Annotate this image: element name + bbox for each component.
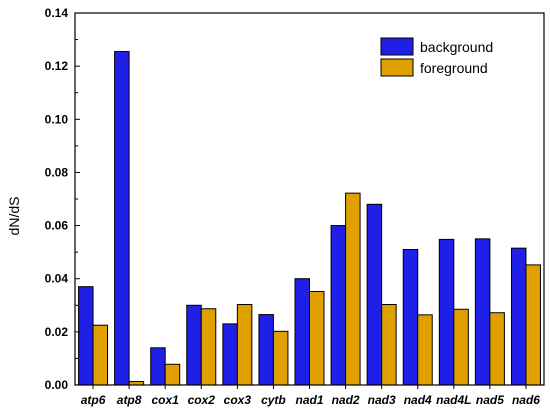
legend-label-foreground: foreground: [420, 60, 488, 76]
bar-background-nad3: [366, 203, 383, 386]
y-tick-label-0.02: 0.02: [45, 325, 69, 339]
y-tick-label-0.00: 0.00: [45, 378, 69, 392]
y-tick-label-0.14: 0.14: [45, 6, 69, 20]
x-tick-label-nad5: nad5: [476, 393, 504, 407]
bar-foreground-nad5: [489, 312, 505, 386]
bar-background-nad6: [510, 247, 527, 386]
bar-background-nad2: [330, 225, 347, 386]
bar-foreground-nad4L: [453, 308, 469, 386]
x-tick-label-nad4: nad4: [404, 393, 432, 407]
bars-group: [78, 51, 541, 386]
x-tick-label-atp8: atp8: [117, 393, 142, 407]
y-tick-label-0.12: 0.12: [45, 59, 69, 73]
axes-group: atp6 atp8 cox1 cox2 cox3 cytb nad1 nad2 nad3 nad4…: [45, 6, 545, 407]
bar-background-nad5: [474, 238, 491, 386]
x-tick-label-nad2: nad2: [332, 393, 360, 407]
bar-background-atp8: [114, 51, 130, 386]
x-tick-label-cox2: cox2: [188, 393, 216, 407]
legend-label-background: background: [420, 39, 493, 55]
bar-background-cox2: [186, 304, 202, 386]
bar-foreground-cytb: [272, 330, 289, 386]
x-tick-label-nad1: nad1: [295, 393, 323, 407]
bar-foreground-nad2: [345, 192, 361, 386]
y-tick-label-0.06: 0.06: [45, 219, 69, 233]
bar-foreground-nad1: [309, 290, 325, 386]
x-tick-label-cytb: cytb: [261, 393, 286, 407]
bar-background-nad4L: [438, 238, 455, 386]
x-tick-label-nad4L: nad4L: [436, 393, 471, 407]
y-tick-label-0.10: 0.10: [45, 112, 69, 126]
y-tick-label-0.08: 0.08: [45, 165, 69, 179]
x-tick-label-cox3: cox3: [224, 393, 252, 407]
bar-foreground-cox2: [200, 308, 217, 386]
bar-background-nad4: [402, 248, 419, 386]
bar-foreground-nad3: [381, 303, 397, 386]
y-tick-label-0.04: 0.04: [45, 272, 69, 286]
bar-background-nad1: [294, 278, 310, 386]
bar-background-cox3: [222, 323, 238, 386]
legend-swatch-foreground: [380, 58, 414, 77]
bar-foreground-atp6: [92, 324, 109, 386]
bar-background-atp6: [78, 286, 94, 386]
y-axis-title: dN/dS: [6, 197, 22, 236]
x-tick-label-atp6: atp6: [81, 393, 106, 407]
x-tick-label-cox1: cox1: [152, 393, 180, 407]
bar-background-cytb: [258, 314, 274, 386]
bar-foreground-nad6: [525, 264, 541, 386]
bar-foreground-cox1: [164, 363, 181, 386]
x-tick-label-nad3: nad3: [368, 393, 396, 407]
legend: background foreground: [380, 37, 493, 77]
bar-foreground-cox3: [236, 303, 253, 386]
legend-swatch-background: [380, 37, 414, 56]
x-tick-label-nad6: nad6: [512, 393, 540, 407]
bar-foreground-nad4: [417, 314, 433, 386]
bar-background-cox1: [150, 347, 166, 386]
